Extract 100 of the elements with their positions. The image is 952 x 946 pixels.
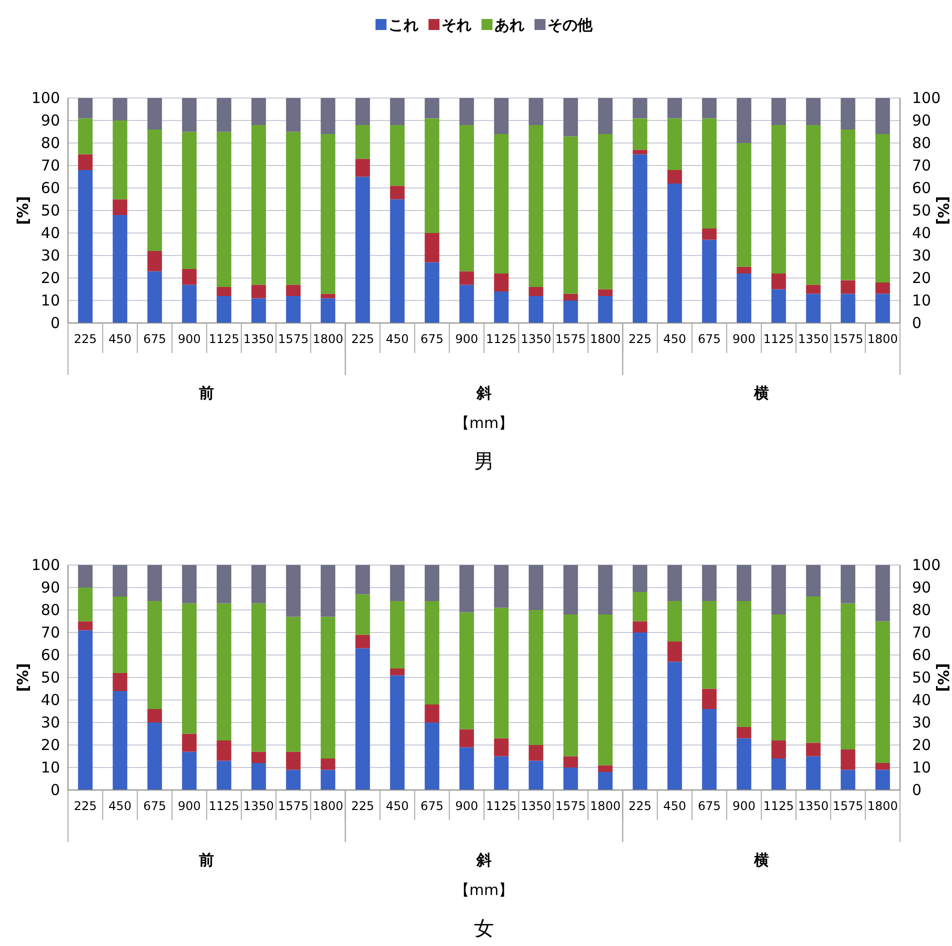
x-tick-label: 1575 (555, 332, 586, 346)
x-tick-label: 675 (698, 799, 721, 813)
bar (147, 98, 162, 130)
bar (806, 294, 821, 323)
bar (806, 125, 821, 285)
bar (771, 565, 786, 614)
x-tick-label: 1800 (867, 799, 898, 813)
bar (806, 596, 821, 743)
bar (598, 765, 613, 772)
x-tick-label: 675 (143, 332, 166, 346)
bar (632, 621, 648, 632)
bar (112, 215, 128, 323)
bar (840, 280, 856, 294)
bar (736, 143, 752, 267)
bar (598, 565, 613, 614)
bar (563, 768, 578, 790)
bar (286, 770, 301, 790)
x-tick-label: 225 (74, 332, 97, 346)
bar (216, 565, 232, 604)
y2-tick-label: 30 (912, 714, 932, 732)
bar (494, 274, 509, 292)
bar (840, 565, 856, 604)
x-tick-label: 675 (420, 799, 444, 813)
x-tick-label: 900 (732, 332, 756, 346)
bar (320, 770, 336, 790)
bar (320, 758, 336, 770)
bar (424, 98, 440, 118)
bar (216, 740, 232, 761)
x-tick-label: 900 (455, 332, 478, 346)
legend-label: その他 (548, 16, 594, 34)
x-tick-label: 1575 (278, 799, 309, 813)
bar (667, 184, 682, 323)
y-tick-label: 60 (40, 179, 60, 197)
bar (182, 603, 197, 734)
bar (771, 289, 786, 323)
bar (528, 565, 544, 610)
bar (667, 662, 682, 790)
bar (459, 612, 474, 730)
bar (875, 770, 890, 790)
x-tick-label: 1800 (312, 799, 344, 813)
x-axis-title: 【mm】 (454, 414, 514, 432)
bar (806, 98, 821, 125)
bar (598, 289, 613, 296)
x-tick-label: 225 (351, 332, 374, 346)
x-tick-label: 225 (628, 799, 652, 813)
bar (702, 688, 717, 709)
bar (632, 154, 648, 323)
y-tick-label: 60 (40, 646, 60, 664)
bar (320, 298, 336, 323)
bar (424, 233, 440, 262)
x-tick-label: 450 (108, 332, 132, 346)
bar (147, 251, 162, 272)
bar (494, 292, 509, 323)
bar (355, 594, 370, 635)
bar (424, 565, 440, 601)
bar (216, 98, 232, 132)
bar (216, 296, 232, 323)
y-tick-label: 100 (31, 89, 60, 107)
x-tick-label: 1800 (867, 332, 898, 346)
y2-tick-label: 20 (912, 269, 932, 287)
bar (771, 98, 786, 125)
bar (736, 266, 752, 274)
bar (875, 763, 890, 770)
bar (632, 632, 648, 790)
bar (667, 118, 682, 170)
bar (494, 98, 509, 134)
bar (390, 125, 405, 186)
bar (355, 176, 370, 323)
y2-tick-label: 0 (912, 781, 922, 799)
y-tick-label: 30 (40, 246, 60, 264)
y2-tick-label: 100 (912, 89, 941, 107)
bar (528, 287, 544, 296)
y-tick-label: 0 (50, 314, 60, 332)
bar (494, 134, 509, 274)
x-tick-label: 450 (386, 332, 409, 346)
bar (563, 98, 578, 136)
bar (563, 756, 578, 768)
bar (875, 134, 890, 282)
y2-tick-label: 40 (912, 691, 932, 709)
bar (390, 98, 405, 125)
bar (736, 738, 752, 790)
bar (286, 752, 301, 770)
x-tick-label: 225 (351, 799, 374, 813)
bar (736, 274, 752, 323)
bar (251, 752, 266, 763)
bar (355, 158, 370, 177)
y2-tick-label: 20 (912, 736, 932, 754)
bar (390, 675, 405, 790)
bar (251, 298, 266, 323)
x-tick-label: 1575 (278, 332, 309, 346)
bar (771, 125, 786, 274)
y-tick-label: 100 (31, 556, 60, 574)
bar (840, 770, 856, 790)
bar (494, 756, 509, 790)
bar (632, 565, 648, 592)
x-tick-label: 1350 (520, 799, 552, 813)
bar (182, 269, 197, 285)
bar (875, 565, 890, 622)
bar (147, 130, 162, 251)
bar (563, 136, 578, 294)
